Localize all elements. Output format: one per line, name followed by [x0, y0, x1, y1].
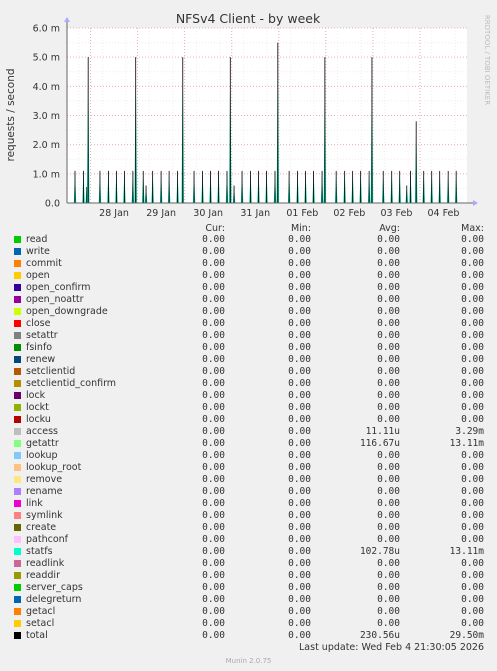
x-axis-arrow — [473, 200, 478, 206]
y-tick-label: 5.0 m — [33, 53, 60, 64]
y-tick-label: 3.0 m — [33, 111, 60, 122]
series-total — [73, 42, 458, 204]
y-tick-label: 6.0 m — [33, 24, 60, 35]
rrdtool-credit: RRDTOOL / TOBI OETIKER — [483, 15, 491, 105]
x-tick-label: 04 Feb — [428, 208, 460, 219]
x-tick-label: 03 Feb — [380, 208, 412, 219]
y-axis-arrow — [64, 17, 70, 22]
x-ticks: 28 Jan 29 Jan 30 Jan 31 Jan 01 Feb 02 Feb 03 F… — [99, 208, 459, 219]
y-tick-label: 2.0 m — [33, 140, 60, 151]
y-tick-label: 0.0 — [45, 199, 60, 210]
y-ticks: 0.0 1.0 m 2.0 m 3.0 m 4.0 m 5.0 m 6.0 m — [33, 24, 60, 210]
x-tick-label: 01 Feb — [286, 208, 318, 219]
x-tick-label: 31 Jan — [240, 208, 270, 219]
x-tick-label: 02 Feb — [333, 208, 365, 219]
axes — [64, 17, 478, 206]
y-tick-label: 4.0 m — [33, 82, 60, 93]
grid — [67, 27, 467, 203]
chart-title: NFSv4 Client - by week — [176, 11, 321, 26]
x-tick-label: 29 Jan — [146, 208, 176, 219]
y-tick-label: 1.0 m — [33, 169, 60, 180]
x-tick-label: 28 Jan — [99, 208, 129, 219]
y-axis-label: requests / second — [5, 68, 17, 161]
x-tick-label: 30 Jan — [193, 208, 223, 219]
